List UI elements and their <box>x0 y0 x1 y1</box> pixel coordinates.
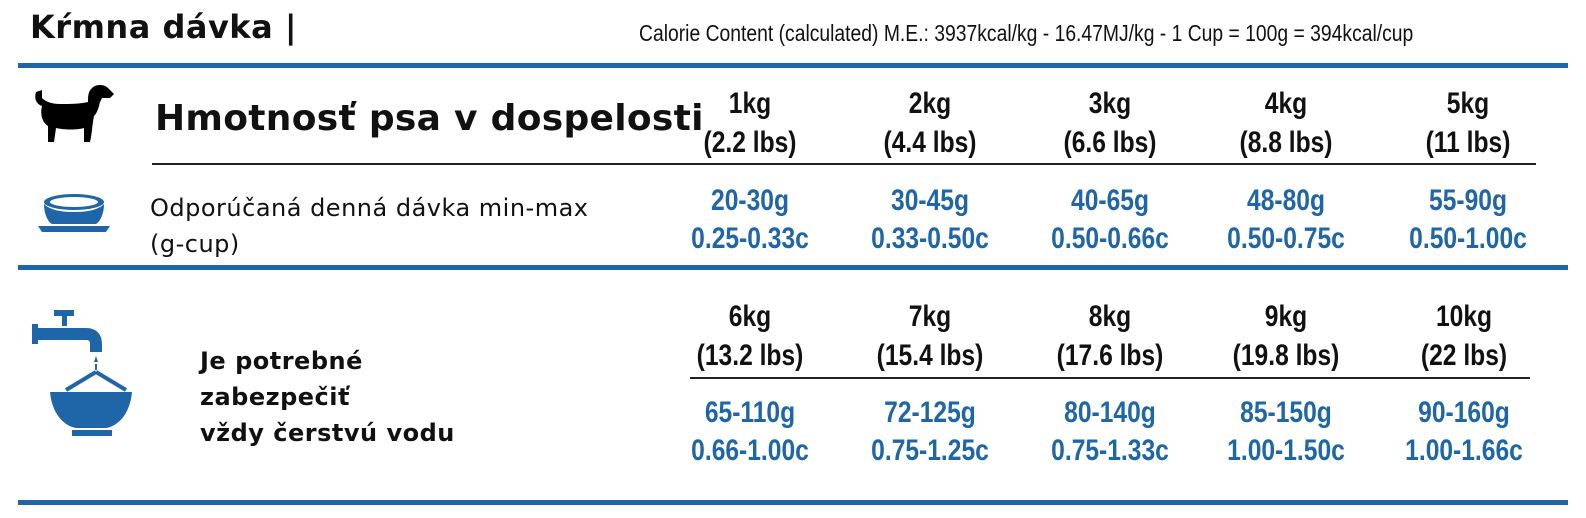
dose-column-2kg: 30-45g 0.33-0.50c <box>840 182 1020 258</box>
dose-column-1kg: 20-30g 0.25-0.33c <box>660 182 840 258</box>
dose-cups: 0.50-1.00c <box>1409 222 1527 255</box>
weight-column-7kg: 7kg (15.4 lbs) <box>840 297 1020 375</box>
weight-lbs: (4.4 lbs) <box>883 126 977 159</box>
middle-divider <box>18 265 1568 270</box>
weight-lbs: (22 lbs) <box>1420 339 1508 372</box>
dose-grams: 80-140g <box>1064 396 1156 429</box>
dose-column-9kg: 85-150g 1.00-1.50c <box>1196 394 1376 470</box>
weight-column-1kg: 1kg (2.2 lbs) <box>660 84 840 162</box>
weight-lbs: (13.2 lbs) <box>696 339 804 372</box>
row1-heading: Hmotnosť psa v dospelosti <box>155 98 704 139</box>
daily-dose-label: Odporúčaná denná dávka min-max (g-cup) <box>150 190 589 262</box>
top-divider <box>18 63 1568 68</box>
dose-grams: 48-80g <box>1247 184 1325 217</box>
weight-kg: 3kg <box>1088 87 1132 120</box>
dose-cups: 0.50-0.75c <box>1227 222 1345 255</box>
weight-column-5kg: 5kg (11 lbs) <box>1378 84 1558 162</box>
weight-lbs: (15.4 lbs) <box>876 339 984 372</box>
dose-grams: 90-160g <box>1418 396 1510 429</box>
dose-column-6kg: 65-110g 0.66-1.00c <box>660 394 840 470</box>
weight-kg: 2kg <box>908 87 952 120</box>
weight-lbs: (11 lbs) <box>1425 126 1511 159</box>
weight-kg: 10kg <box>1435 300 1493 333</box>
calorie-content: Calorie Content (calculated) M.E.: 3937k… <box>639 20 1414 46</box>
weight-column-2kg: 2kg (4.4 lbs) <box>840 84 1020 162</box>
dose-cups: 0.66-1.00c <box>691 434 809 467</box>
water-note-line3: vždy čerstvú vodu <box>200 419 455 447</box>
dose-column-5kg: 55-90g 0.50-1.00c <box>1378 182 1558 258</box>
dose-grams: 65-110g <box>704 396 796 429</box>
dose-column-10kg: 90-160g 1.00-1.66c <box>1374 394 1554 470</box>
dose-cups: 0.75-1.33c <box>1051 434 1169 467</box>
weight-lbs: (19.8 lbs) <box>1232 339 1340 372</box>
weight-lbs: (2.2 lbs) <box>703 126 797 159</box>
weight-kg: 1kg <box>728 87 772 120</box>
weight-column-10kg: 10kg (22 lbs) <box>1374 297 1554 375</box>
weight-column-3kg: 3kg (6.6 lbs) <box>1020 84 1200 162</box>
food-bowl-icon <box>38 192 110 239</box>
weight-kg: 6kg <box>728 300 772 333</box>
dose-cups: 1.00-1.66c <box>1405 434 1523 467</box>
dose-column-3kg: 40-65g 0.50-0.66c <box>1020 182 1200 258</box>
water-note-line1: Je potrebné <box>200 347 363 375</box>
dose-grams: 72-125g <box>884 396 976 429</box>
dose-cups: 0.25-0.33c <box>691 222 809 255</box>
row1-separator <box>152 163 1536 165</box>
weight-kg: 7kg <box>908 300 952 333</box>
weight-kg: 4kg <box>1264 87 1308 120</box>
weight-lbs: (6.6 lbs) <box>1063 126 1157 159</box>
dose-cups: 0.75-1.25c <box>871 434 989 467</box>
page-title: Kŕmna dávka | <box>30 8 297 46</box>
weight-column-8kg: 8kg (17.6 lbs) <box>1020 297 1200 375</box>
dog-icon <box>34 84 116 151</box>
daily-dose-label-line1: Odporúčaná denná dávka min-max <box>150 194 589 222</box>
dose-cups: 1.00-1.50c <box>1227 434 1345 467</box>
dose-column-4kg: 48-80g 0.50-0.75c <box>1196 182 1376 258</box>
row2-separator <box>690 377 1530 379</box>
weight-kg: 5kg <box>1446 87 1490 120</box>
weight-kg: 8kg <box>1088 300 1132 333</box>
dose-grams: 55-90g <box>1429 184 1507 217</box>
dose-grams: 40-65g <box>1071 184 1149 217</box>
dose-cups: 0.33-0.50c <box>871 222 989 255</box>
water-tap-icon <box>32 310 136 443</box>
dose-column-7kg: 72-125g 0.75-1.25c <box>840 394 1020 470</box>
dose-cups: 0.50-0.66c <box>1051 222 1169 255</box>
bottom-divider <box>18 500 1568 505</box>
dose-grams: 30-45g <box>891 184 969 217</box>
dose-column-8kg: 80-140g 0.75-1.33c <box>1020 394 1200 470</box>
weight-column-9kg: 9kg (19.8 lbs) <box>1196 297 1376 375</box>
dose-grams: 20-30g <box>711 184 789 217</box>
weight-lbs: (8.8 lbs) <box>1239 126 1333 159</box>
weight-column-6kg: 6kg (13.2 lbs) <box>660 297 840 375</box>
water-note: Je potrebné zabezpečiť vždy čerstvú vodu <box>200 343 455 451</box>
weight-lbs: (17.6 lbs) <box>1056 339 1164 372</box>
daily-dose-label-line2: (g-cup) <box>150 230 240 258</box>
dose-grams: 85-150g <box>1240 396 1332 429</box>
weight-column-4kg: 4kg (8.8 lbs) <box>1196 84 1376 162</box>
water-note-line2: zabezpečiť <box>200 383 350 411</box>
weight-kg: 9kg <box>1264 300 1308 333</box>
